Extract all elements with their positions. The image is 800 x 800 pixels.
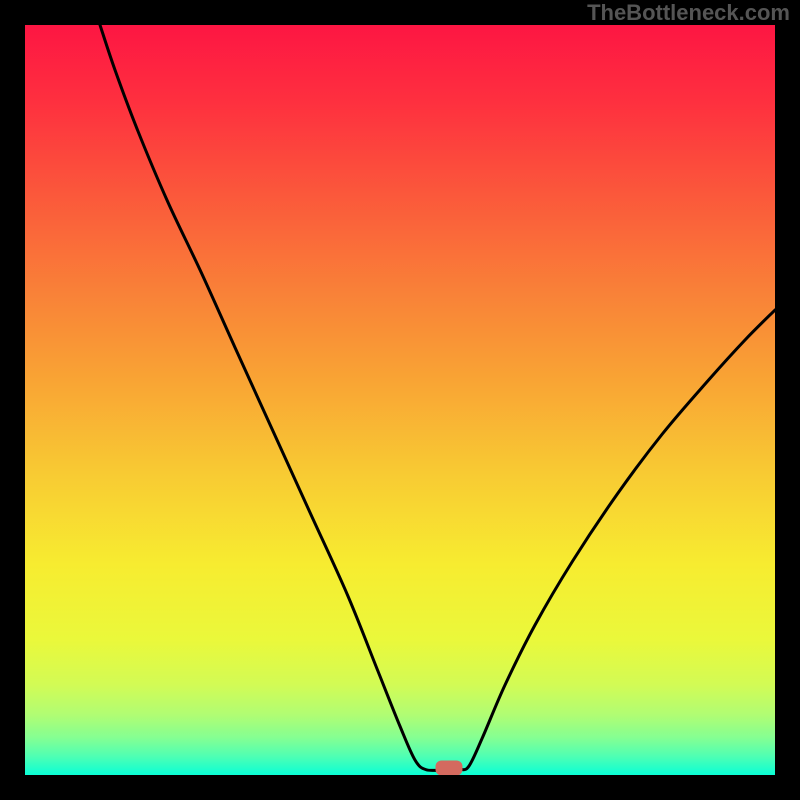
watermark-text: TheBottleneck.com — [587, 0, 790, 26]
plot-area — [25, 25, 775, 775]
stage: TheBottleneck.com — [0, 0, 800, 800]
bottleneck-curve — [25, 25, 775, 775]
optimum-marker — [435, 760, 462, 775]
